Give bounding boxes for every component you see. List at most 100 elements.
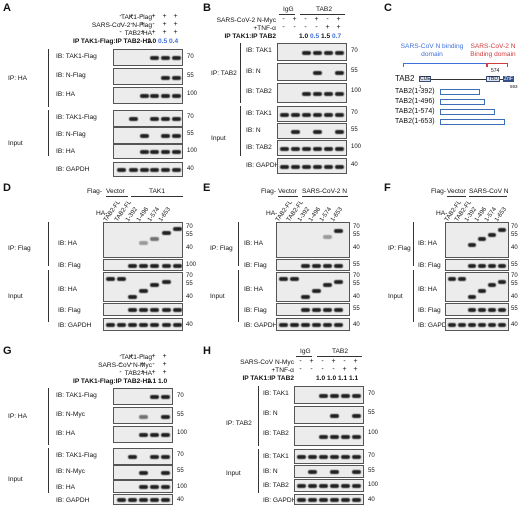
western-blot [103,303,183,316]
western-blot [294,479,364,492]
blot-label: IB: GAPDH [56,166,90,173]
blot-label: IB: GAPDH [246,162,280,169]
mw-marker: 55 [351,68,358,74]
western-blot [276,318,350,331]
ha-row-label: HA- [266,210,278,217]
row-label: SARS-CoV N-Myc [240,359,294,366]
blot-label: IB: HA [56,484,76,491]
blot-label: IB: GAPDH [56,497,90,504]
western-blot [103,222,183,258]
blot-label: IB: N-Flag [56,72,86,79]
blot-label: IB: HA [56,91,76,98]
mw-marker: 100 [187,91,198,97]
row-label: +TNF-α [253,25,276,32]
ip-label: IP: Flag [8,245,31,252]
western-blot [294,426,364,446]
construct-bar [440,119,505,125]
western-blot [103,272,183,302]
western-blot [277,106,347,122]
blot-label: IB: HA [58,240,78,247]
row-label: TAB2-HA [124,370,152,377]
ratio-value: 1.5 [321,33,331,40]
mw-marker: 100 [187,148,198,154]
group-label: Vector [278,188,297,195]
ip-header: IgG [283,6,294,13]
blot-label: IB: HA [58,286,78,293]
western-blot [113,110,183,127]
western-blot [113,87,183,104]
ratio-value: 1.1 [338,375,348,382]
western-blot [277,63,347,81]
blot-label: IB: GAPDH [263,497,297,504]
ratio-value: 1.0 [299,33,309,40]
construct-bar [440,99,485,105]
western-blot [113,465,173,480]
ip-label: IP: TAB2 [211,70,237,77]
blot-label: IB: N [263,410,278,417]
blot-label: IB: TAK1-Flag [56,452,97,459]
mw-marker: 70 [351,48,358,54]
western-blot [294,386,364,404]
mw-marker: 55 [187,73,194,79]
western-blot [277,43,347,61]
western-blot [445,318,509,331]
input-label: Input [210,293,225,300]
ratio-value: 0.4 [169,38,179,45]
input-label: Input [226,470,241,477]
input-label: Input [211,135,226,142]
panel-letter: G [3,345,12,357]
blot-label: IB: Flag [418,307,441,314]
input-label: Input [388,293,403,300]
tbd-domain: TBD [486,76,500,82]
flag-row-label: Flag- [431,188,447,195]
western-blot [113,127,183,144]
blot-label: IB: TAK1-Flag [56,114,97,121]
panel-letter: E [203,182,211,194]
ha-row-label: HA- [436,210,448,217]
western-blot [113,388,173,405]
ip-header: IgG [300,348,311,355]
western-blot [277,123,347,139]
blot-label: IB: TAB2 [263,482,289,489]
blot-label: IB: N [263,468,278,475]
ratio-value: 1.1 [147,378,157,385]
blot-label: IB: Flag [418,262,441,269]
row-label: TAK1-Flag [120,354,152,361]
group-label: SARS-CoV N [469,188,509,195]
ip-label: IP: HA [8,413,28,420]
western-blot [276,222,350,258]
group-label: SARS-CoV-2 N [302,188,348,195]
ip-label: IP: TAB2 [226,420,252,427]
mw-marker: 100 [351,144,362,150]
blot-label: IB: GAPDH [244,322,278,329]
binding-bracket [486,63,508,67]
western-blot [113,407,173,424]
western-blot [277,158,347,174]
znf-domain: ZnF [503,76,514,82]
construct-bar [440,109,495,115]
blot-label: IB: Flag [244,307,267,314]
western-blot [445,222,509,258]
blot-label: IB: N [246,68,261,75]
flag-row-label: Flag- [261,188,277,195]
western-blot [113,448,173,465]
western-blot [445,303,509,316]
mw-marker: 40 [351,162,358,168]
mw-marker: 55 [187,131,194,137]
blot-label: IB: TAK1 [246,110,272,117]
construct-label: TAB2(1-574) [395,108,435,115]
western-blot [103,318,183,331]
construct-label: TAB2(1-496) [395,98,435,105]
blot-label: IB: HA [418,286,438,293]
western-blot [113,494,173,505]
row-label: SARS-CoV-2 N-Myc [216,17,276,24]
input-label: Input [8,293,23,300]
ip-ratio-row-label: IP TAK1:IP TAB2 [224,33,276,40]
western-blot [113,68,183,85]
blot-label: IB: Flag [244,262,267,269]
western-blot [294,465,364,478]
blot-label: IB: TAB2 [263,430,289,437]
ip-ratio-row-label: IP TAK1-Flag:IP TAB2-HA [72,38,152,45]
western-blot [276,259,350,271]
western-blot [113,144,183,159]
